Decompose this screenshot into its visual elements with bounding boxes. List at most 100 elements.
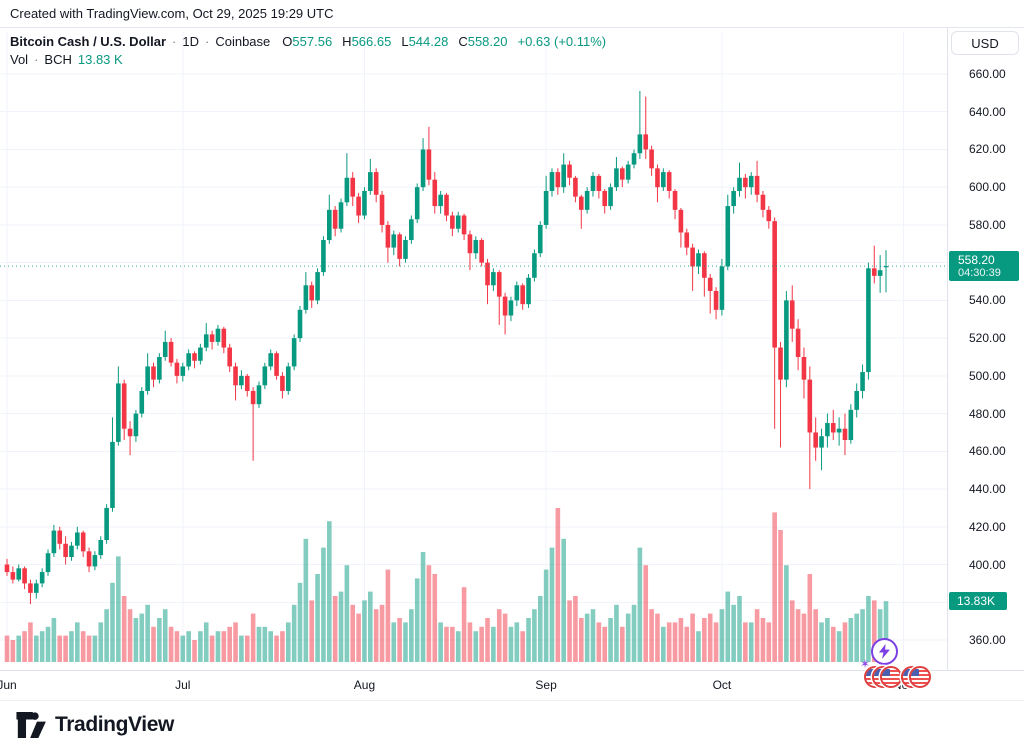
candle-body: [338, 202, 344, 229]
volume-bar: [157, 618, 162, 662]
candle-body: [649, 149, 654, 169]
candle-body: [473, 240, 479, 254]
candle-body: [602, 190, 608, 207]
candle-body: [661, 172, 666, 188]
candle-body: [145, 366, 150, 391]
candle-body: [631, 153, 637, 165]
volume-bar: [180, 635, 186, 662]
candle-body: [713, 290, 719, 310]
candle-body: [614, 168, 619, 188]
volume-bar: [450, 626, 455, 662]
candle-body: [80, 532, 86, 552]
candle-body: [186, 353, 191, 367]
candle-body: [121, 383, 127, 429]
candle-body: [467, 234, 473, 254]
candle-body: [221, 328, 227, 348]
volume-bar: [203, 622, 209, 662]
footer: TradingView: [0, 700, 1024, 754]
volume-bar: [104, 609, 109, 662]
us-flag-event-icon[interactable]: [909, 666, 931, 688]
volume-bar: [98, 622, 104, 662]
candle-body: [444, 194, 449, 216]
candle-body: [836, 428, 842, 433]
symbol-title[interactable]: Bitcoin Cash / U.S. Dollar: [10, 34, 167, 49]
candle-body: [86, 551, 92, 567]
volume-bar: [772, 512, 777, 662]
volume-bar: [578, 618, 584, 662]
candle-body: [34, 583, 39, 593]
volume-bar: [22, 631, 27, 662]
volume-bar: [643, 565, 649, 662]
candle-body: [848, 409, 854, 441]
candle-body: [514, 285, 520, 301]
volume-bar: [819, 622, 824, 662]
candle-body: [854, 390, 859, 410]
time-tick-aug: Aug: [353, 678, 376, 692]
candle-body: [116, 383, 121, 442]
ohlc-c: C558.20: [458, 34, 508, 49]
volume-bar: [110, 582, 115, 662]
volume-bar: [168, 626, 174, 662]
price-tick-label: 540.00: [969, 293, 1006, 308]
chart-area[interactable]: Bitcoin Cash / U.S. Dollar · 1D · Coinba…: [0, 28, 947, 688]
volume-bar: [883, 601, 889, 662]
volume-bar: [514, 622, 520, 662]
candle-body: [520, 285, 525, 305]
candle-body: [813, 432, 818, 448]
candle-body: [479, 240, 484, 263]
volume-bar: [496, 609, 502, 662]
volume-bar: [338, 591, 344, 662]
candle-body: [438, 194, 443, 207]
volume-bar: [590, 609, 596, 662]
candle-body: [414, 187, 420, 220]
volume-bar: [743, 622, 748, 662]
candle-body: [707, 277, 713, 291]
candle-body: [133, 413, 139, 437]
volume-bar: [637, 547, 643, 662]
volume-bar: [80, 631, 86, 662]
candle-body: [450, 215, 455, 229]
candle-body: [139, 390, 145, 414]
volume-bar: [702, 618, 707, 662]
candle-body: [309, 285, 315, 301]
candle-body: [57, 530, 63, 544]
volume-bar: [444, 626, 449, 662]
time-axis[interactable]: JunJulAugSepOctNov: [0, 670, 1024, 700]
volume-bar: [813, 609, 818, 662]
volume-bar: [209, 635, 215, 662]
volume-bar: [227, 626, 232, 662]
interval-label[interactable]: 1D: [182, 34, 199, 49]
last-price-badge[interactable]: 558.20 04:30:39: [949, 251, 1019, 282]
volume-bar: [661, 626, 666, 662]
currency-usd-button[interactable]: USD: [951, 31, 1019, 55]
lightning-event-icon[interactable]: [871, 638, 898, 665]
candle-body: [426, 149, 432, 180]
volume-bar: [696, 631, 701, 662]
price-axis[interactable]: USD 558.20 04:30:39 13.83K 660.00 640.00 6…: [947, 28, 1024, 670]
candle-body: [801, 357, 807, 380]
sparkle-icon: ✶: [860, 657, 871, 671]
candle-body: [825, 423, 830, 437]
volume-bar: [871, 600, 877, 662]
candle-body: [28, 583, 33, 593]
volume-bar: [332, 596, 338, 662]
volume-bar: [555, 508, 561, 662]
candle-body: [508, 300, 514, 316]
candle-body: [690, 247, 695, 267]
us-flag-event-icon[interactable]: [880, 666, 902, 688]
candlestick-chart[interactable]: [0, 28, 947, 670]
volume-bar: [39, 631, 45, 662]
candle-body: [362, 190, 367, 216]
volume-bar: [537, 596, 543, 662]
candle-body: [555, 172, 561, 188]
volume-bar: [614, 604, 619, 662]
ohlc-o: O557.56: [282, 34, 333, 49]
volume-bar: [508, 626, 514, 662]
volume-bar: [485, 618, 490, 662]
tradingview-brand-link[interactable]: TradingView: [16, 712, 174, 738]
volume-bar: [866, 596, 871, 662]
candle-body: [719, 266, 725, 310]
candle-body: [168, 341, 174, 363]
candle-body: [795, 328, 801, 357]
volume-bar: [842, 622, 848, 662]
